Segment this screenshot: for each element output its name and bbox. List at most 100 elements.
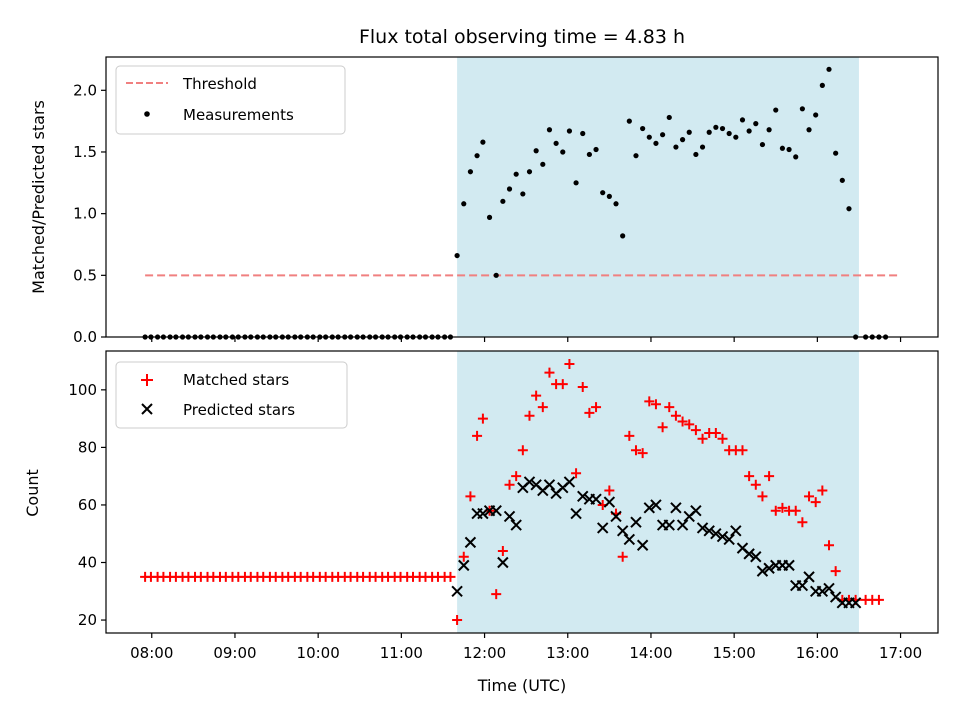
matched-stars-point	[797, 517, 808, 528]
chart-title: Flux total observing time = 4.83 h	[359, 26, 685, 48]
matched-stars-point	[458, 551, 469, 562]
matched-stars-point	[710, 428, 721, 439]
matched-stars-point	[524, 410, 535, 421]
matched-stars-point	[873, 594, 884, 605]
top-y-axis-label: Matched/Predicted stars	[29, 100, 48, 294]
predicted-stars-point	[563, 476, 576, 488]
predicted-stars-point	[796, 579, 809, 592]
predicted-stars-point	[750, 551, 762, 563]
measurements-point	[620, 233, 626, 239]
measurements-point	[726, 130, 732, 137]
measurements-point	[573, 180, 579, 186]
predicted-stars-point	[663, 519, 675, 531]
measurements-point	[600, 190, 606, 196]
matched-stars-point	[804, 491, 815, 502]
measurements-point	[666, 114, 672, 121]
measurements-point	[513, 171, 519, 177]
predicted-stars-point	[676, 519, 689, 531]
x-tick-label: 10:00	[297, 644, 340, 662]
matched-stars-point	[744, 471, 755, 482]
bottom-legend: Matched stars Predicted stars	[115, 361, 348, 429]
matched-stars-point	[511, 471, 522, 482]
matched-legend-label: Matched stars	[183, 371, 289, 389]
plot-frame	[105, 350, 939, 634]
matched-stars-point	[571, 468, 582, 479]
predicted-stars-point	[816, 585, 829, 597]
y-tick-label: 40	[78, 554, 97, 572]
matched-stars-point	[624, 430, 635, 441]
measurements-point	[540, 161, 546, 167]
measurements-legend-label: Measurements	[183, 106, 294, 124]
measurements-point	[733, 134, 739, 140]
measurements-point	[806, 127, 812, 133]
plot-frame	[105, 56, 939, 338]
matched-stars-point	[644, 396, 655, 407]
measurements-point	[526, 169, 533, 175]
measurements-point	[560, 149, 566, 155]
observing-window-shade	[457, 57, 859, 337]
measurements-point	[626, 118, 632, 124]
matched-stars-point	[764, 471, 775, 482]
y-tick-label: 0.5	[73, 266, 97, 284]
x-tick-label: 09:00	[213, 644, 256, 662]
matched-stars-point	[777, 502, 788, 513]
observing-window-shade	[457, 351, 859, 633]
measurements-point	[653, 140, 659, 146]
y-tick-label: 2.0	[73, 81, 97, 99]
predicted-stars-point	[458, 559, 470, 572]
matched-stars-point	[617, 551, 628, 562]
predicted-stars-point	[596, 522, 609, 534]
measurements-point	[699, 144, 706, 150]
measurements-point	[613, 201, 619, 207]
predicted-stars-point	[510, 519, 522, 531]
measurements-point	[566, 128, 573, 134]
matched-stars-point	[817, 485, 828, 496]
predicted-stars-point	[490, 504, 502, 517]
measurements-point	[819, 82, 825, 88]
measurements-point	[773, 107, 779, 113]
x-tick-label: 11:00	[380, 644, 423, 662]
measurements-point	[779, 145, 786, 151]
predicted-stars-point	[670, 502, 682, 514]
measurements-point	[759, 141, 766, 148]
measurements-point	[793, 154, 799, 160]
measurements-point	[673, 144, 679, 150]
y-tick-label: 80	[78, 438, 97, 456]
predicted-legend-swatch	[141, 403, 153, 415]
measurements-point	[593, 146, 599, 153]
predicted-stars-point	[849, 597, 862, 609]
predicted-stars-point	[756, 565, 769, 577]
predicted-stars-point	[716, 530, 729, 543]
measurements-point	[500, 198, 506, 204]
measurements-point	[454, 252, 460, 259]
predicted-stars-point	[650, 499, 662, 511]
x-tick-label: 17:00	[879, 644, 922, 662]
matched-stars-point	[630, 445, 641, 456]
predicted-stars-point	[763, 562, 775, 574]
matched-stars-point	[637, 448, 648, 459]
measurements-point	[660, 132, 666, 138]
predicted-stars-point	[643, 502, 656, 514]
predicted-stars-point	[577, 490, 589, 503]
matched-stars-point	[491, 589, 502, 600]
matched-stars-point	[477, 413, 488, 424]
measurements-point	[467, 169, 474, 175]
matched-stars-point	[452, 615, 463, 626]
x-tick-label: 08:00	[130, 644, 173, 662]
x-axis-label: Time (UTC)	[477, 676, 566, 695]
matched-stars-point	[604, 485, 615, 496]
x-tick-label: 15:00	[713, 644, 756, 662]
matched-stars-point	[657, 422, 668, 433]
predicted-stars-point	[616, 525, 629, 537]
matched-stars-point	[465, 491, 476, 502]
predicted-stars-point	[636, 539, 649, 551]
x-tick-label: 13:00	[546, 644, 589, 662]
measurements-point	[766, 127, 772, 133]
y-tick-label: 0.0	[73, 328, 97, 346]
predicted-stars-point	[610, 510, 622, 523]
measurements-point	[786, 146, 792, 153]
measurements-point	[839, 177, 845, 183]
matched-stars-point	[472, 430, 483, 441]
measurements-point	[546, 127, 553, 133]
measurements-point	[679, 137, 686, 143]
